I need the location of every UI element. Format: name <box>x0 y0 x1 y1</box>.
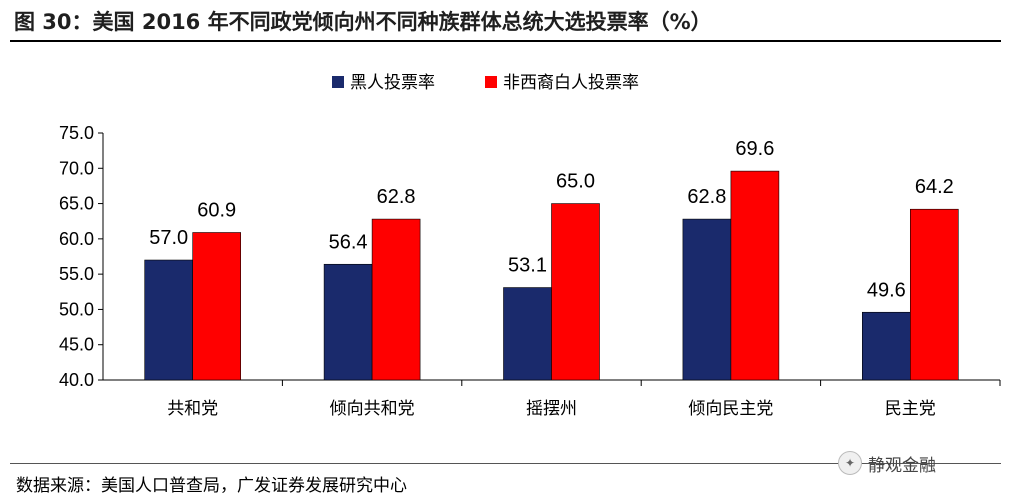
y-tick-label: 45.0 <box>59 335 94 355</box>
bar-white-turnout <box>551 203 600 381</box>
x-tick-label: 倾向共和党 <box>330 399 415 419</box>
title-divider <box>10 40 1001 42</box>
watermark-text: 静观金融 <box>868 455 936 476</box>
data-label: 62.8 <box>687 186 726 208</box>
y-tick-label: 70.0 <box>59 158 94 178</box>
data-label: 65.0 <box>556 171 595 193</box>
y-tick-label: 75.0 <box>59 123 94 143</box>
bar-chart: 40.0 45.0 50.0 55.0 60.0 65.0 70.0 75.0 共和党 57.0 6… <box>59 73 1001 419</box>
y-tick-label: 65.0 <box>59 194 94 214</box>
y-tick-label: 55.0 <box>59 264 94 284</box>
footer-divider <box>10 463 1001 464</box>
data-label: 49.6 <box>867 279 906 301</box>
source-note: 数据来源：美国人口普查局，广发证券发展研究中心 <box>16 476 407 496</box>
legend-label: 黑人投票率 <box>350 73 435 93</box>
data-label: 56.4 <box>329 231 368 253</box>
legend-item-black: 黑人投票率 <box>332 73 435 93</box>
bar-black-turnout <box>861 311 911 381</box>
x-tick-label: 倾向民主党 <box>688 399 773 419</box>
bar-black-turnout <box>323 263 373 381</box>
legend-swatch <box>332 76 344 88</box>
y-tick-label: 40.0 <box>59 370 94 390</box>
bar-white-turnout <box>371 218 421 381</box>
x-tick-label: 民主党 <box>885 399 936 419</box>
data-label: 53.1 <box>508 255 547 277</box>
x-tick-label: 共和党 <box>167 399 218 419</box>
watermark: ✦ 静观金融 <box>838 450 1003 476</box>
data-label: 64.2 <box>915 176 954 198</box>
data-label: 57.0 <box>149 227 188 249</box>
x-tick-label: 摇摆州 <box>526 399 577 419</box>
legend-item-white: 非西裔白人投票率 <box>485 73 639 93</box>
bar-white-turnout <box>192 232 241 381</box>
bar-black-turnout <box>503 287 552 381</box>
data-label: 62.8 <box>377 186 416 208</box>
chart-title: 图 30：美国 2016 年不同政党倾向州不同种族群体总统大选投票率（%） <box>14 10 712 34</box>
y-tick-label: 50.0 <box>59 299 94 319</box>
legend-label: 非西裔白人投票率 <box>503 73 639 93</box>
bar-black-turnout <box>682 218 732 381</box>
bar-white-turnout <box>909 208 959 381</box>
wechat-icon: ✦ <box>838 451 862 475</box>
bar-white-turnout <box>730 170 780 381</box>
data-label: 60.9 <box>197 200 236 222</box>
legend-swatch <box>485 76 497 88</box>
data-label: 69.6 <box>735 138 774 160</box>
y-tick-label: 60.0 <box>59 229 94 249</box>
bar-black-turnout <box>144 259 193 381</box>
